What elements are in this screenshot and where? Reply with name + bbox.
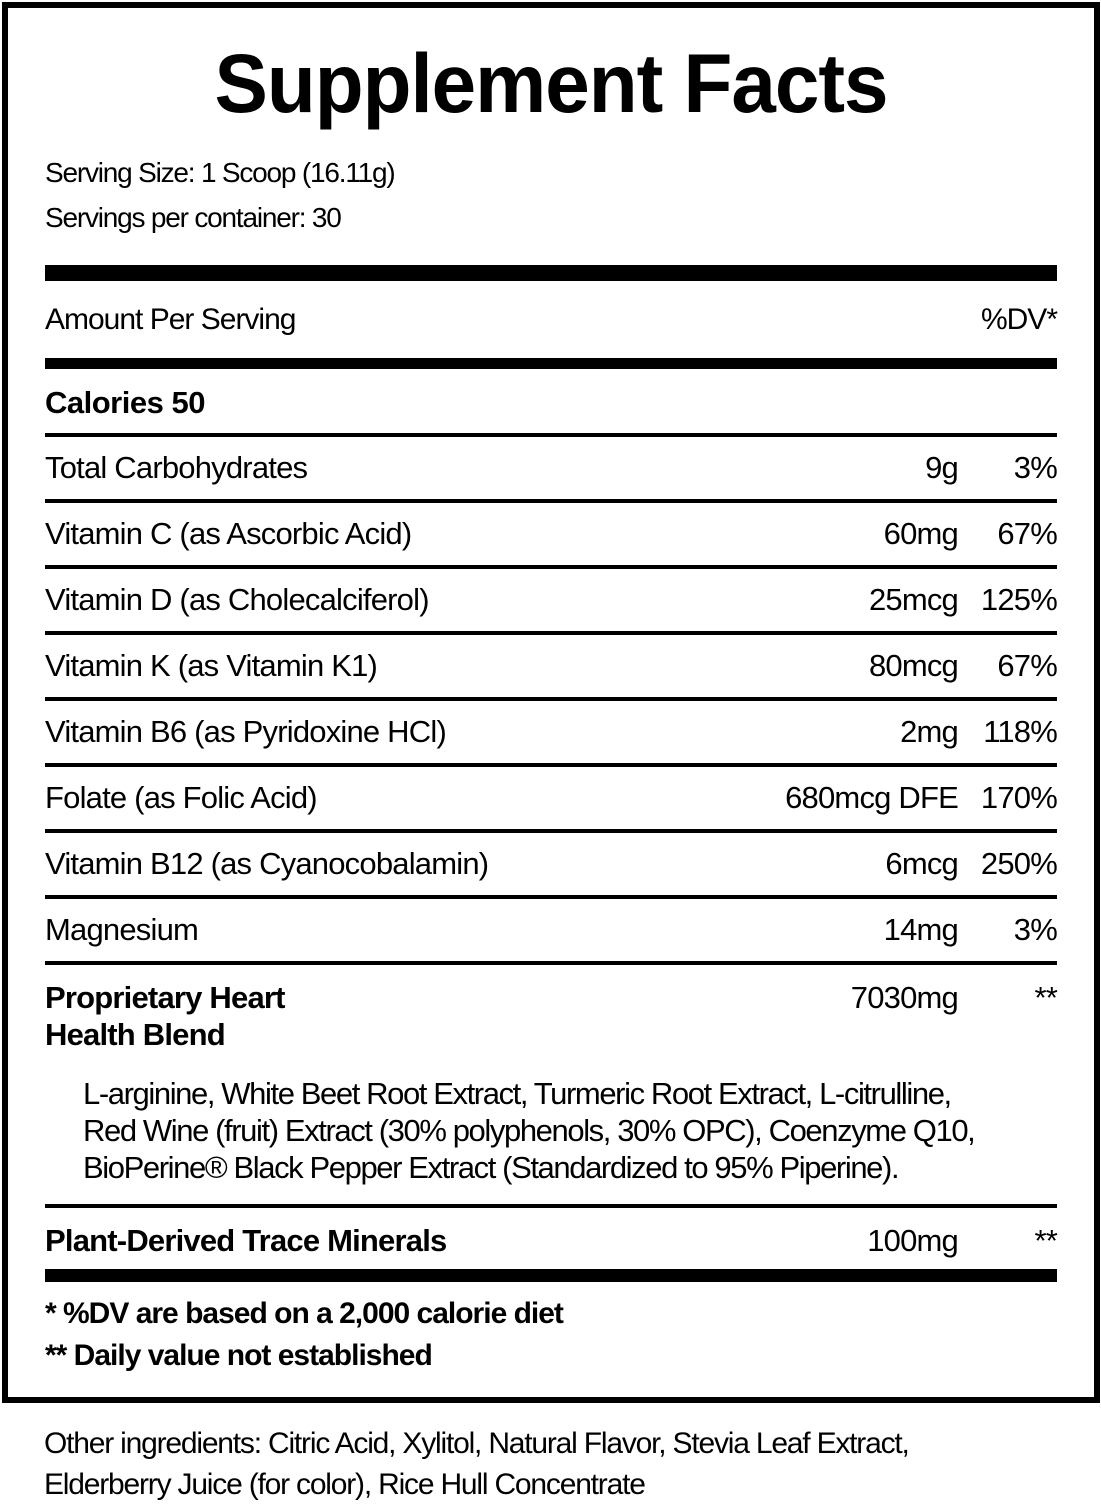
nutrient-amount: 680mcg DFE <box>785 780 959 815</box>
supplement-facts-panel: Supplement Facts Serving Size: 1 Scoop (… <box>2 2 1100 1403</box>
divider-rule <box>45 1204 1057 1208</box>
nutrient-dv: 3% <box>1013 912 1058 947</box>
blend-dv: ** <box>1034 980 1057 1015</box>
nutrient-amount: 9g <box>925 450 959 485</box>
nutrient-label: Vitamin D (as Cholecalciferol) <box>45 582 430 617</box>
nutrient-label: Magnesium <box>45 912 199 947</box>
table-header-row: Amount Per Serving %DV* <box>45 281 1058 358</box>
proprietary-blend-row: Proprietary Heart Health Blend 7030mg ** <box>45 965 1058 1053</box>
nutrient-dv: 3% <box>1013 450 1058 485</box>
panel-title: Supplement Facts <box>214 37 888 130</box>
divider-rule <box>45 829 1057 833</box>
divider-rule <box>45 697 1057 701</box>
divider-rule <box>45 895 1057 899</box>
table-row: Vitamin C (as Ascorbic Acid) 60mg 67% <box>45 503 1058 565</box>
trace-minerals-row: Plant-Derived Trace Minerals 100mg ** <box>45 1208 1058 1269</box>
nutrient-label: Folate (as Folic Acid) <box>45 780 318 815</box>
nutrient-dv: 125% <box>980 582 1058 617</box>
nutrient-label: Vitamin B6 (as Pyridoxine HCl) <box>45 714 447 749</box>
other-ingredients: Other ingredients: Citric Acid, Xylitol,… <box>44 1427 910 1501</box>
table-row: Vitamin K (as Vitamin K1) 80mcg 67% <box>45 635 1058 697</box>
thick-divider-header <box>45 358 1057 369</box>
table-row: Vitamin B6 (as Pyridoxine HCl) 2mg 118% <box>45 701 1058 763</box>
nutrient-amount: 6mcg <box>885 846 958 881</box>
serving-size: Serving Size: 1 Scoop (16.11g) <box>45 157 396 188</box>
dv-footnote: * %DV are based on a 2,000 calorie diet <box>45 1297 564 1330</box>
nutrient-dv: 250% <box>980 846 1058 881</box>
divider-rule <box>45 961 1057 965</box>
table-row: Total Carbohydrates 9g 3% <box>45 437 1058 499</box>
nutrient-label: Vitamin C (as Ascorbic Acid) <box>45 516 412 551</box>
blend-name: Proprietary Heart Health Blend <box>45 980 285 1052</box>
percent-dv-label: %DV* <box>980 303 1058 336</box>
nutrient-label: Vitamin B12 (as Cyanocobalamin) <box>45 846 489 881</box>
divider-rule <box>45 763 1057 767</box>
table-row: Vitamin D (as Cholecalciferol) 25mcg 125… <box>45 569 1058 631</box>
divider-rule <box>45 565 1057 569</box>
nutrient-dv: 118% <box>983 714 1058 749</box>
thick-divider-bottom <box>45 1269 1057 1282</box>
nutrient-amount: 14mg <box>883 912 959 947</box>
nutrient-label: Vitamin K (as Vitamin K1) <box>45 648 378 683</box>
nutrient-label: Total Carbohydrates <box>45 450 308 485</box>
trace-minerals-dv: ** <box>1034 1223 1057 1258</box>
calories-value: Calories 50 <box>45 385 205 420</box>
trace-minerals-amount: 100mg <box>867 1223 959 1258</box>
table-row: Vitamin B12 (as Cyanocobalamin) 6mcg 250… <box>45 833 1058 895</box>
daily-value-footnote: ** Daily value not established <box>45 1339 433 1372</box>
thick-divider-top <box>45 265 1057 281</box>
blend-amount: 7030mg <box>850 980 959 1015</box>
divider-rule <box>45 499 1057 503</box>
nutrient-amount: 60mg <box>883 516 959 551</box>
trace-minerals-label: Plant-Derived Trace Minerals <box>45 1223 447 1258</box>
nutrient-amount: 2mg <box>900 714 959 749</box>
table-row: Magnesium 14mg 3% <box>45 899 1058 961</box>
amount-per-serving-label: Amount Per Serving <box>45 303 296 336</box>
calories-row: Calories 50 <box>45 369 1057 433</box>
divider-rule <box>45 631 1057 635</box>
divider-rule <box>45 433 1057 437</box>
blend-ingredients-list: L-arginine, White Beet Root Extract, Tur… <box>83 1076 976 1185</box>
servings-per-container: Servings per container: 30 <box>45 202 342 233</box>
nutrient-dv: 67% <box>997 516 1057 551</box>
nutrient-dv: 67% <box>997 648 1057 683</box>
table-row: Folate (as Folic Acid) 680mcg DFE 170% <box>45 767 1058 829</box>
nutrient-dv: 170% <box>980 780 1058 815</box>
nutrient-amount: 25mcg <box>868 582 959 617</box>
nutrient-amount: 80mcg <box>868 648 959 683</box>
